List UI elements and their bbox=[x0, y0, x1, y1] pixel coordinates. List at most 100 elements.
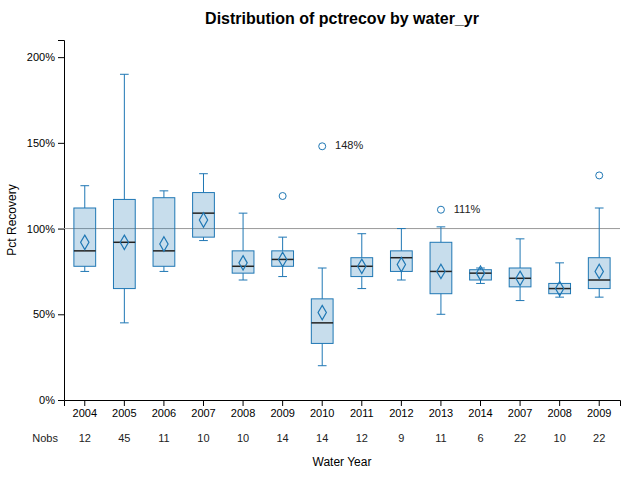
chart-container: 0% 50% 100% 150% 200% 2004 2005 2006 2007 2008 200… bbox=[0, 0, 640, 480]
tick: 0% bbox=[39, 394, 64, 406]
tick: 2007 bbox=[191, 400, 215, 419]
whisker-cap bbox=[120, 322, 129, 323]
tick: 2014 bbox=[468, 400, 492, 419]
whisker-cap bbox=[595, 208, 604, 209]
whisker bbox=[84, 186, 85, 208]
box bbox=[311, 299, 333, 344]
whisker bbox=[322, 343, 323, 365]
median bbox=[509, 278, 531, 280]
tick-label: 150% bbox=[27, 137, 55, 149]
nobs-value: 6 bbox=[477, 432, 483, 444]
tick-label: 200% bbox=[27, 51, 55, 63]
whisker-cap bbox=[120, 74, 129, 75]
tick-label: 2011 bbox=[350, 407, 374, 419]
mean bbox=[358, 259, 366, 273]
box-group bbox=[430, 206, 452, 314]
y-axis-title: Pct Recovery bbox=[5, 184, 19, 255]
box-group bbox=[588, 172, 610, 297]
whisker bbox=[440, 294, 441, 315]
whisker bbox=[440, 227, 441, 242]
whisker-cap bbox=[278, 276, 287, 277]
chart-svg: 0% 50% 100% 150% 200% 2004 2005 2006 2007 2008 200… bbox=[0, 0, 640, 480]
whisker-cap bbox=[239, 213, 248, 214]
median bbox=[272, 259, 294, 261]
tick-label: 2008 bbox=[547, 407, 571, 419]
tick-mark bbox=[163, 400, 164, 406]
box-group bbox=[232, 213, 254, 280]
tick-mark bbox=[559, 400, 560, 406]
tick-label: 2012 bbox=[389, 407, 413, 419]
box bbox=[430, 242, 452, 293]
mean bbox=[476, 266, 484, 280]
whisker-cap bbox=[357, 288, 366, 289]
box-group bbox=[153, 191, 175, 272]
flier-label: 111% bbox=[454, 203, 481, 215]
whisker bbox=[322, 268, 323, 299]
box bbox=[390, 251, 412, 272]
whisker bbox=[361, 277, 362, 289]
tick: 150% bbox=[27, 137, 64, 149]
tick: 50% bbox=[33, 308, 64, 320]
tick: 100% bbox=[27, 223, 64, 235]
median bbox=[549, 288, 571, 290]
title: Distribution of pctrecov by water_yr bbox=[205, 10, 479, 27]
tick-mark bbox=[84, 400, 85, 406]
mean bbox=[595, 264, 603, 278]
mean bbox=[397, 257, 405, 271]
axis-line bbox=[58, 41, 65, 401]
whisker bbox=[124, 74, 125, 199]
tick-mark bbox=[599, 400, 600, 406]
nobs-value: 14 bbox=[277, 432, 289, 444]
mean bbox=[555, 281, 563, 295]
tick-label: 2009 bbox=[587, 407, 611, 419]
marks bbox=[64, 74, 620, 365]
whisker bbox=[84, 266, 85, 271]
tick: 2004 bbox=[73, 400, 97, 419]
whisker-cap bbox=[437, 226, 446, 227]
tick-mark bbox=[203, 400, 204, 406]
nobs-value: 10 bbox=[237, 432, 249, 444]
whisker-cap bbox=[476, 268, 485, 269]
whisker-cap bbox=[397, 280, 406, 281]
nobs-value: 11 bbox=[158, 432, 169, 444]
box-group bbox=[351, 234, 373, 289]
tick-mark bbox=[322, 400, 323, 406]
box bbox=[509, 268, 531, 287]
tick-mark bbox=[361, 400, 362, 406]
tick-label: 2009 bbox=[270, 407, 294, 419]
tick-mark bbox=[401, 400, 402, 406]
box-group bbox=[113, 74, 135, 323]
tick-label: 50% bbox=[33, 308, 55, 320]
mean bbox=[199, 213, 207, 227]
tick: 2008 bbox=[547, 400, 571, 419]
nobs-value: 10 bbox=[554, 432, 566, 444]
tick: 200% bbox=[27, 51, 64, 63]
nobs-value: 9 bbox=[398, 432, 404, 444]
whisker-cap bbox=[80, 185, 89, 186]
reference-line bbox=[64, 228, 620, 229]
whisker-cap bbox=[357, 233, 366, 234]
nobs-value: 10 bbox=[197, 432, 209, 444]
whisker bbox=[599, 208, 600, 258]
tick: 2013 bbox=[429, 400, 453, 419]
tick-label: 2010 bbox=[310, 407, 334, 419]
flier bbox=[319, 143, 326, 150]
whisker bbox=[520, 287, 521, 301]
tick-mark bbox=[520, 400, 521, 406]
tick-label: 0% bbox=[39, 394, 55, 406]
box bbox=[549, 283, 571, 293]
box-group bbox=[509, 239, 531, 301]
box-group bbox=[74, 186, 96, 272]
median bbox=[113, 242, 135, 244]
tick-label: 2008 bbox=[231, 407, 255, 419]
whisker bbox=[163, 191, 164, 198]
whisker bbox=[243, 213, 244, 251]
tick: 2006 bbox=[152, 400, 176, 419]
tick: 2005 bbox=[112, 400, 136, 419]
median bbox=[351, 266, 373, 268]
whisker-cap bbox=[318, 365, 327, 366]
axis-line bbox=[65, 401, 621, 407]
flier bbox=[596, 172, 603, 179]
whisker bbox=[361, 234, 362, 258]
box-group bbox=[311, 143, 333, 366]
